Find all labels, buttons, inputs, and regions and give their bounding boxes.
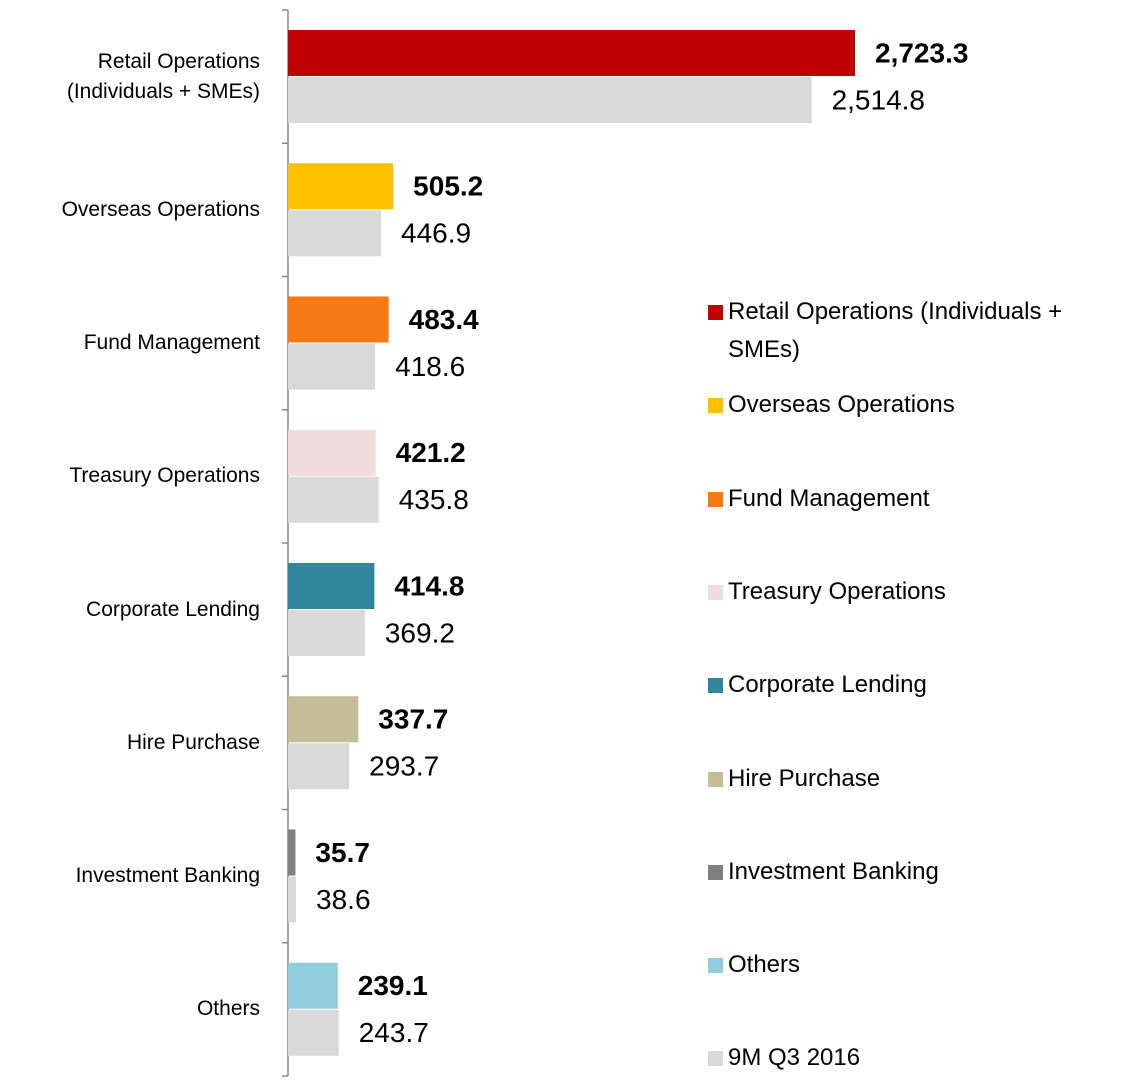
bar [288,696,359,743]
category-label: Corporate Lending [86,597,260,621]
legend-label: Fund Management [728,484,930,512]
legend-swatch [708,584,723,600]
category-label: Retail Operations (Individuals + SMEs) [66,49,260,103]
bar [288,610,365,656]
value-label: 2,514.8 [832,84,925,115]
bar [288,30,855,76]
value-label: 38.6 [316,884,371,915]
value-label: 414.8 [394,570,464,601]
legend-swatch [708,491,723,507]
legend-label: Others [728,951,801,979]
category-label: Fund Management [83,331,260,355]
value-label: 35.7 [315,837,370,868]
bar [288,743,350,790]
legend-swatch [708,305,723,320]
legend-label: 9M Q3 2016 [728,1044,861,1072]
bar [288,829,296,876]
value-label: 483.4 [409,304,479,335]
value-label: 369.2 [385,617,455,648]
value-label: 418.6 [395,351,465,382]
legend-label: Overseas Operations [728,391,955,419]
legend-swatch [708,958,723,974]
legend-label: Investment Banking [728,857,939,885]
legend-label: Hire Purchase [728,764,881,792]
bar [288,563,375,609]
category-label: Hire Purchase [126,730,260,754]
category-label: Others [196,997,260,1021]
legend-swatch [708,1051,723,1067]
category-label: Treasury Operations [69,464,260,488]
value-label: 239.1 [358,970,428,1001]
legend-label: Retail Operations (Individuals + SMEs) [728,298,1063,363]
value-label: 337.7 [378,704,448,735]
value-label: 243.7 [359,1017,429,1048]
legend-swatch [708,398,723,414]
legend-swatch [708,678,723,694]
bar [288,1009,339,1056]
bar [288,429,376,476]
value-label: 435.8 [399,484,469,515]
category-label: Overseas Operations [61,197,260,221]
value-label: 2,723.3 [875,37,968,68]
bar [288,163,394,210]
bar [288,343,376,390]
bar [288,210,382,257]
legend-swatch [708,771,723,787]
value-label: 293.7 [369,751,439,782]
bar [288,962,338,1009]
bar [288,876,297,923]
bar [288,296,389,343]
value-label: 421.2 [396,437,466,468]
category-label: Investment Banking [75,864,260,888]
legend-label: Treasury Operations [728,577,946,605]
bar [288,476,379,523]
value-label: 505.2 [413,171,483,202]
bar [288,77,812,123]
legend-swatch [708,864,723,880]
value-label: 446.9 [401,218,471,249]
legend-label: Corporate Lending [728,671,927,699]
